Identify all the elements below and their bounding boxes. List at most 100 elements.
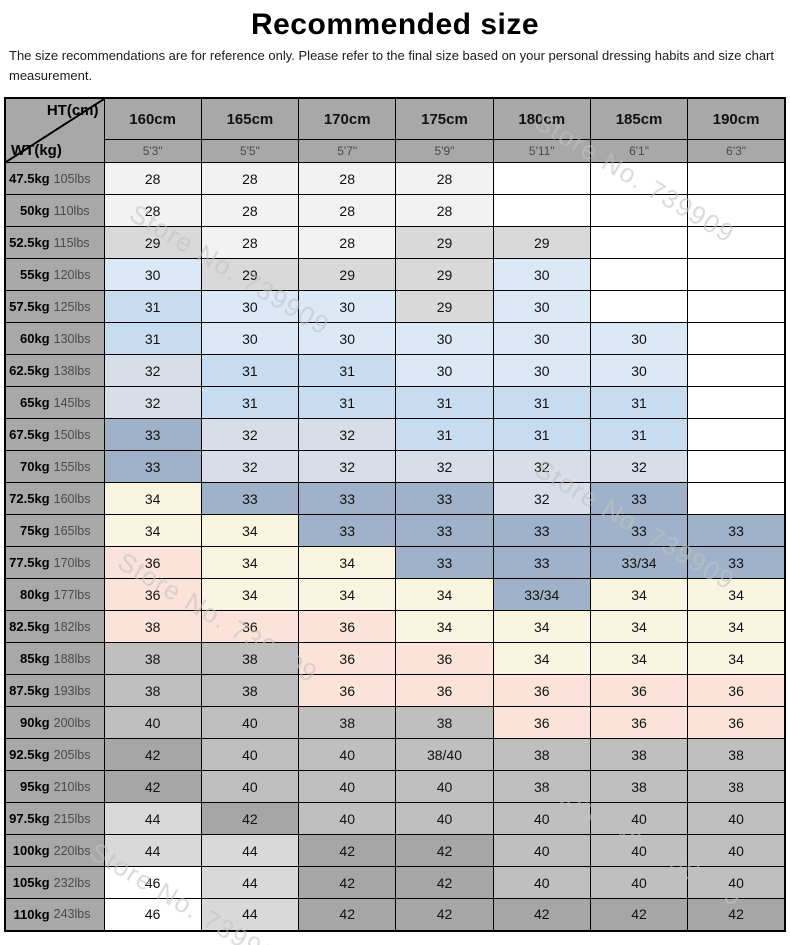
size-cell: 40 <box>589 834 689 867</box>
table-row: 72.5kg 160lbs 34 33 33 33 32 33 <box>4 482 786 515</box>
size-cell: 30 <box>589 322 689 355</box>
size-cell: 40 <box>103 706 202 739</box>
weight-kg-label: 77.5kg <box>9 555 50 570</box>
row-header-weight: 97.5kg 215lbs <box>4 802 105 835</box>
size-cell: 34 <box>687 578 786 611</box>
size-cell: 42 <box>589 898 689 931</box>
size-cell: 44 <box>200 898 300 931</box>
size-cell: 28 <box>200 194 300 227</box>
row-header-weight: 57.5kg 125lbs <box>4 290 105 323</box>
weight-lbs-label: 215lbs <box>53 811 91 826</box>
weight-kg-label: 105kg <box>12 875 50 890</box>
weight-kg-label: 82.5kg <box>9 619 50 634</box>
table-row: 77.5kg 170lbs 36 34 34 33 33 33/34 33 <box>4 546 786 579</box>
size-cell: 38/40 <box>395 738 494 771</box>
col-header-180cm: 180cm <box>492 97 591 140</box>
weight-kg-label: 75kg <box>19 523 50 538</box>
size-cell: 36 <box>298 674 397 707</box>
col-subheader-ft: 5'3" <box>103 139 202 163</box>
row-header-weight: 52.5kg 115lbs <box>4 226 105 259</box>
size-cell: 33 <box>589 482 689 515</box>
size-cell: 28 <box>395 162 494 195</box>
size-cell: 34 <box>492 642 591 675</box>
size-cell: 44 <box>103 802 202 835</box>
size-cell: 28 <box>200 162 300 195</box>
row-header-weight: 70kg 155lbs <box>4 450 105 483</box>
size-cell: 40 <box>492 866 591 899</box>
weight-lbs-label: 177lbs <box>53 587 91 602</box>
corner-ht-label: HT(cm) <box>46 102 99 119</box>
weight-lbs-label: 130lbs <box>53 331 91 346</box>
col-header-185cm: 185cm <box>589 97 689 140</box>
size-cell: 38 <box>687 770 786 803</box>
size-cell: 42 <box>395 866 494 899</box>
size-cell: 31 <box>298 386 397 419</box>
size-cell: 42 <box>103 738 202 771</box>
weight-kg-label: 47.5kg <box>9 171 50 186</box>
size-cell-empty <box>687 354 786 387</box>
corner-wt-label: WT(kg) <box>11 142 62 159</box>
weight-lbs-label: 170lbs <box>53 555 91 570</box>
size-cell: 40 <box>687 834 786 867</box>
size-cell: 28 <box>200 226 300 259</box>
table-row: 65kg 145lbs 32 31 31 31 31 31 <box>4 386 786 419</box>
row-header-weight: 72.5kg 160lbs <box>4 482 105 515</box>
size-cell: 31 <box>103 322 202 355</box>
size-cell-empty <box>687 482 786 515</box>
size-cell: 40 <box>395 802 494 835</box>
size-cell: 34 <box>687 642 786 675</box>
table-row: 100kg 220lbs 44 44 42 42 40 40 40 <box>4 834 786 867</box>
table-row: 55kg 120lbs 30 29 29 29 30 <box>4 258 786 291</box>
size-cell: 32 <box>492 482 591 515</box>
size-cell: 28 <box>298 194 397 227</box>
size-cell-empty <box>687 162 786 195</box>
weight-lbs-label: 150lbs <box>53 427 91 442</box>
size-cell: 40 <box>492 834 591 867</box>
weight-kg-label: 70kg <box>19 459 50 474</box>
row-header-weight: 85kg 188lbs <box>4 642 105 675</box>
size-cell: 32 <box>103 386 202 419</box>
row-header-weight: 60kg 130lbs <box>4 322 105 355</box>
size-cell: 32 <box>298 418 397 451</box>
size-cell: 30 <box>103 258 202 291</box>
row-header-weight: 50kg 110lbs <box>4 194 105 227</box>
table-row: 90kg 200lbs 40 40 38 38 36 36 36 <box>4 706 786 739</box>
size-cell: 40 <box>200 770 300 803</box>
weight-lbs-label: 110lbs <box>53 203 90 218</box>
size-cell: 33 <box>492 546 591 579</box>
row-header-weight: 55kg 120lbs <box>4 258 105 291</box>
size-cell: 38 <box>103 642 202 675</box>
size-cell-empty <box>687 386 786 419</box>
size-cell: 38 <box>687 738 786 771</box>
size-cell: 40 <box>298 738 397 771</box>
size-cell: 36 <box>298 610 397 643</box>
weight-kg-label: 65kg <box>19 395 50 410</box>
size-cell: 38 <box>492 770 591 803</box>
size-table: HT(cm) WT(kg) 160cm 165cm 170cm 175cm 180cm 1… <box>4 97 786 932</box>
size-cell: 29 <box>395 290 494 323</box>
weight-kg-label: 100kg <box>12 843 50 858</box>
size-cell: 29 <box>395 258 494 291</box>
weight-lbs-label: 232lbs <box>53 875 91 890</box>
size-cell: 34 <box>298 578 397 611</box>
size-cell: 31 <box>298 354 397 387</box>
size-cell: 34 <box>687 610 786 643</box>
size-cell: 42 <box>395 898 494 931</box>
row-header-weight: 90kg 200lbs <box>4 706 105 739</box>
table-row: 105kg 232lbs 46 44 42 42 40 40 40 <box>4 866 786 899</box>
size-cell: 28 <box>298 162 397 195</box>
col-subheader-ft: 6'1" <box>589 139 689 163</box>
size-cell: 34 <box>589 578 689 611</box>
table-row: 47.5kg 105lbs 28 28 28 28 <box>4 162 786 195</box>
row-header-weight: 95kg 210lbs <box>4 770 105 803</box>
weight-lbs-label: 115lbs <box>53 235 90 250</box>
weight-lbs-label: 205lbs <box>53 747 91 762</box>
size-cell: 30 <box>395 354 494 387</box>
size-cell-empty <box>589 226 689 259</box>
row-header-weight: 77.5kg 170lbs <box>4 546 105 579</box>
size-cell: 40 <box>200 738 300 771</box>
weight-lbs-label: 165lbs <box>53 523 91 538</box>
size-cell: 38 <box>589 770 689 803</box>
size-cell: 38 <box>298 706 397 739</box>
weight-kg-label: 87.5kg <box>9 683 50 698</box>
